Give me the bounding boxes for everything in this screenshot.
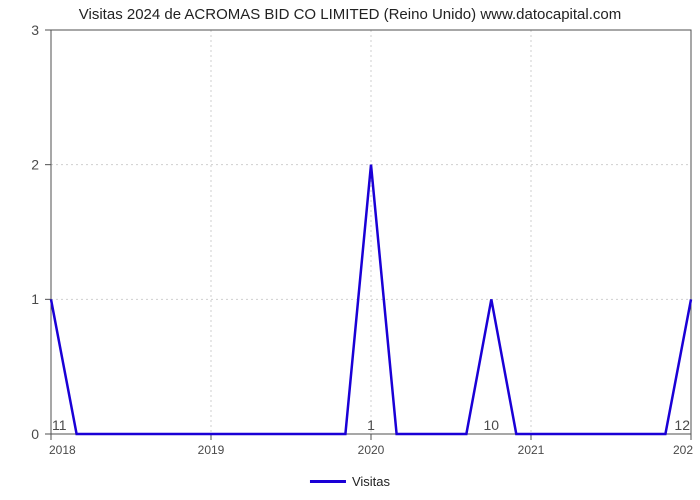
y-tick-label: 3 xyxy=(31,22,39,38)
x-top-label: 11 xyxy=(52,417,67,433)
y-tick-label: 2 xyxy=(31,157,39,173)
legend-swatch xyxy=(310,480,346,483)
x-tick-label: 2018 xyxy=(49,443,76,457)
x-tick-label: 2020 xyxy=(358,443,385,457)
legend-label: Visitas xyxy=(352,474,390,489)
y-tick-label: 1 xyxy=(31,291,39,307)
x-top-label: 1 xyxy=(367,417,375,433)
x-tick-label: 2021 xyxy=(518,443,545,457)
x-top-label: 12 xyxy=(674,417,690,433)
y-tick-label: 0 xyxy=(31,426,39,442)
x-tick-label: 2019 xyxy=(198,443,225,457)
x-tick-label: 202 xyxy=(673,443,693,457)
x-top-label: 10 xyxy=(484,417,500,433)
legend: Visitas xyxy=(310,474,390,489)
line-chart: 012320182019202020212021111012 xyxy=(0,0,700,460)
